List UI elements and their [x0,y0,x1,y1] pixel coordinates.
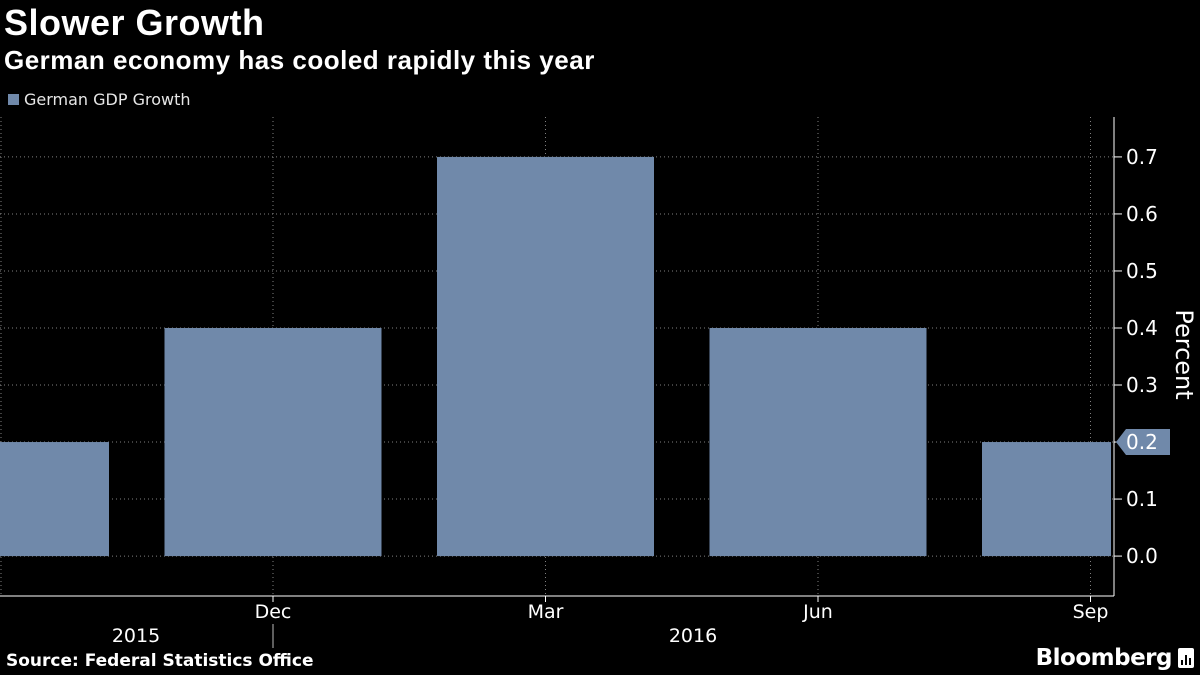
x-tick-label: Dec [255,601,292,623]
axes: 0.00.10.20.30.40.50.60.70.2PercentDecMar… [0,117,1198,648]
bar-2 [164,327,382,557]
y-axis-title: Percent [1170,309,1198,399]
chart-subtitle: German economy has cooled rapidly this y… [4,45,595,75]
y-tick-label: 0.0 [1126,544,1158,568]
y-tick-label: 0.5 [1126,259,1158,283]
chart-title: Slower Growth [4,2,265,43]
y-tick-label: 0.1 [1126,487,1158,511]
x-tick-label: Mar [528,601,564,623]
last-value-label: 0.2 [1126,430,1158,454]
brand: Bloomberg [1036,645,1194,671]
x-tick-label: Sep [1073,601,1109,623]
bars [0,156,1111,557]
bar-5 [982,442,1111,557]
source-note: Source: Federal Statistics Office [6,651,314,671]
y-tick-label: 0.6 [1126,202,1158,226]
bar-4 [709,327,927,557]
legend: German GDP Growth [8,90,191,109]
x-tick-label: Jun [802,601,833,623]
bar-chart-icon [1178,648,1194,668]
legend-swatch [8,94,19,105]
brand-logo-text: Bloomberg [1035,645,1173,671]
legend-label: German GDP Growth [24,90,191,109]
last-value-tag [1116,429,1170,456]
y-tick-label: 0.7 [1126,145,1158,169]
y-tick-label: 0.3 [1126,373,1158,397]
year-label: 2016 [669,625,717,647]
year-label: 2015 [112,625,160,647]
bar-3 [437,156,654,557]
y-tick-label: 0.4 [1126,316,1158,340]
bar-1 [0,442,109,557]
